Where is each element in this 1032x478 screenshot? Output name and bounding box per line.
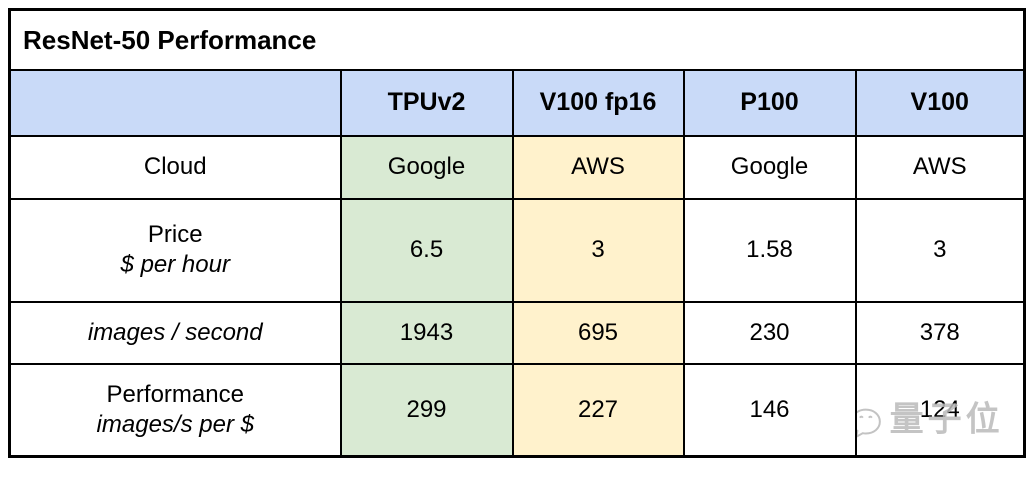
images-per-second-row: images / second 1943 695 230 378	[8, 300, 1026, 365]
price-label-line1: Price	[147, 221, 203, 248]
price-label-line2: $ per hour	[120, 251, 230, 278]
header-row: TPUv2 V100 fp16 P100 V100	[8, 68, 1026, 137]
cell-performance-v100: 124 量子位	[854, 362, 1026, 458]
cell-cloud-p100: Google	[682, 134, 857, 200]
cell-price-v100fp16: 3	[511, 197, 685, 303]
performance-label-line1: Performance	[106, 380, 244, 408]
cell-cloud-v100: AWS	[854, 134, 1026, 200]
cell-price-p100: 1.58	[682, 197, 857, 303]
cell-cloud-tpuv2: Google	[339, 134, 514, 200]
column-header-tpuv2: TPUv2	[339, 68, 514, 137]
row-label-cloud: Cloud	[8, 134, 342, 200]
column-header-v100fp16: V100 fp16	[511, 68, 685, 137]
row-label-price: Price $ per hour	[8, 197, 342, 303]
performance-v100-value: 124	[919, 395, 960, 423]
corner-cell	[8, 68, 342, 137]
performance-label-line2: images/s per $	[96, 410, 254, 438]
column-header-p100: P100	[682, 68, 857, 137]
cell-performance-p100: 146	[682, 362, 857, 458]
cell-price-tpuv2: 6.5	[339, 197, 514, 303]
resnet50-performance-table: ResNet-50 Performance TPUv2 V100 fp16 P1…	[8, 8, 1026, 458]
cell-performance-v100fp16: 227	[511, 362, 685, 458]
chat-bubbles-icon	[857, 397, 888, 441]
table-title: ResNet-50 Performance	[8, 8, 1026, 71]
cell-performance-tpuv2: 299	[339, 362, 514, 458]
cell-images-v100fp16: 695	[511, 300, 685, 365]
title-row: ResNet-50 Performance	[8, 8, 1026, 71]
row-label-performance: Performance images/s per $	[8, 362, 342, 458]
cell-price-v100: 3	[854, 197, 1026, 303]
cell-cloud-v100fp16: AWS	[511, 134, 685, 200]
cell-images-p100: 230	[682, 300, 857, 365]
cell-images-v100: 378	[854, 300, 1026, 365]
cloud-row: Cloud Google AWS Google AWS	[8, 134, 1026, 200]
price-row: Price $ per hour 6.5 3 1.58 3	[8, 197, 1026, 303]
performance-row: Performance images/s per $ 299 227 146 1…	[8, 362, 1026, 458]
row-label-images-per-second: images / second	[8, 300, 342, 365]
column-header-v100: V100	[854, 68, 1026, 137]
cell-images-tpuv2: 1943	[339, 300, 514, 365]
